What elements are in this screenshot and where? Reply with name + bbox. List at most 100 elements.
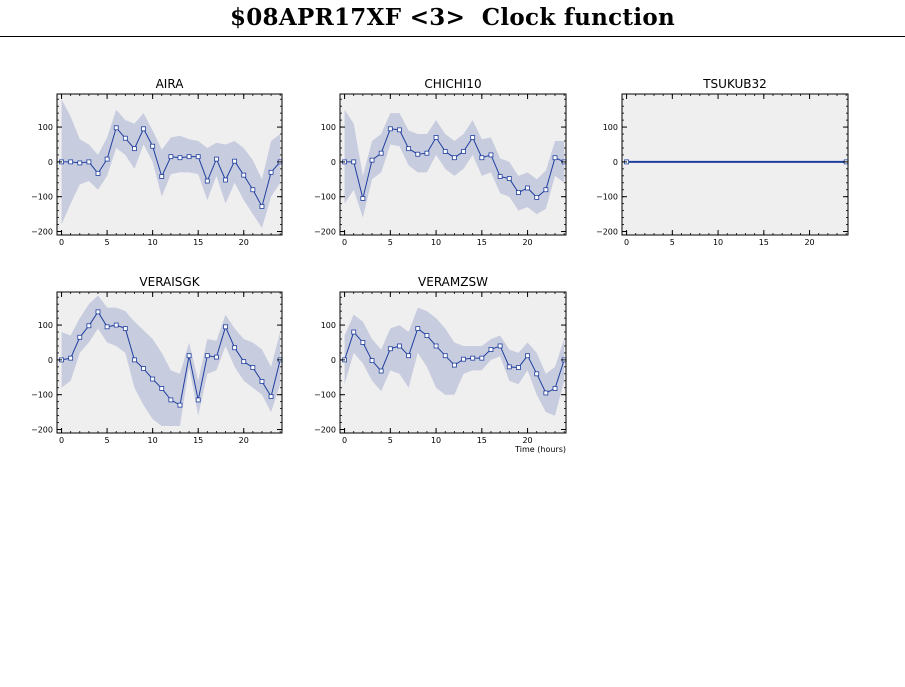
data-point [113, 322, 119, 328]
y-tick-label: 100 [321, 123, 336, 132]
data-point [195, 154, 201, 160]
x-tick-label: 15 [477, 238, 487, 247]
x-tick-label: 10 [431, 238, 441, 247]
data-point [150, 376, 156, 382]
data-point [479, 155, 485, 161]
x-tick-label: 0 [342, 238, 347, 247]
x-tick-label: 5 [388, 436, 393, 445]
data-point [378, 368, 384, 374]
data-point [543, 390, 549, 396]
plot-veraisgk: 0 5 10 15 20 −200 −100 0 100 VERAISGK [31, 275, 283, 445]
y-tick-label: 0 [48, 158, 53, 167]
y-tick-label: −200 [596, 228, 618, 237]
data-point [424, 150, 430, 156]
data-point [506, 176, 512, 182]
data-point [497, 343, 503, 349]
data-point [525, 185, 530, 191]
data-point [406, 353, 412, 359]
data-point [250, 187, 256, 193]
data-point [223, 177, 228, 183]
data-point [378, 150, 384, 156]
data-point [113, 125, 119, 131]
plot-title: VERAMZSW [418, 275, 488, 289]
uncertainty-band [61, 99, 281, 229]
x-tick-label: 5 [105, 238, 110, 247]
x-tick-label: 15 [193, 436, 203, 445]
data-point [488, 347, 494, 352]
uncertainty-band [344, 109, 565, 218]
data-point [95, 309, 101, 315]
data-point [86, 159, 92, 165]
x-tick-label: 10 [713, 238, 723, 247]
y-tick-label: 100 [321, 321, 336, 330]
uncertainty-band [344, 307, 565, 416]
data-point [159, 386, 165, 391]
y-tick-label: −200 [314, 426, 336, 435]
data-point [268, 394, 274, 399]
plot-frame [56, 93, 283, 236]
data-point [232, 158, 238, 164]
x-tick-label: 10 [148, 436, 158, 445]
data-point [470, 135, 476, 140]
x-tick-label: 20 [522, 436, 532, 445]
x-tick-label: 10 [148, 238, 158, 247]
data-point [232, 345, 238, 351]
y-tick-label: 100 [38, 123, 53, 132]
data-point [397, 343, 402, 349]
data-point [95, 170, 101, 176]
data-point [68, 355, 74, 361]
y-tick-label: −100 [31, 193, 53, 202]
data-point [241, 359, 247, 365]
x-tick-label: 15 [193, 238, 203, 247]
data-point [186, 353, 192, 359]
plot-veramzsw: 0 5 10 15 20 −200 −100 0 100 VERAMZSW Time (hours) [314, 275, 567, 454]
data-point [214, 156, 219, 162]
data-point [442, 353, 448, 359]
data-point [223, 324, 228, 330]
y-tick-label: 0 [331, 158, 336, 167]
x-tick-label: 20 [804, 238, 814, 247]
data-point [552, 155, 558, 161]
y-tick-label: −100 [314, 193, 336, 202]
data-point [77, 160, 83, 166]
data-point [406, 146, 412, 152]
x-tick-label: 20 [522, 238, 532, 247]
data-point [488, 152, 494, 158]
plot-title: AIRA [156, 77, 185, 91]
x-tick-label: 20 [239, 436, 249, 445]
y-tick-label: −200 [31, 426, 53, 435]
plot-frame [339, 291, 567, 434]
data-point [177, 402, 183, 408]
data-point [268, 169, 274, 175]
x-tick-label: 5 [105, 436, 110, 445]
data-point [442, 149, 448, 154]
x-tick-label: 0 [59, 436, 64, 445]
data-point [360, 196, 366, 201]
data-point [241, 172, 247, 178]
data-point [433, 135, 439, 140]
data-point [259, 379, 265, 384]
data-point [214, 354, 219, 360]
y-tick-label: −100 [596, 193, 618, 202]
data-point [397, 127, 402, 133]
data-point [132, 146, 137, 152]
data-point [132, 357, 137, 363]
data-point [68, 159, 74, 165]
data-point [104, 156, 110, 162]
data-point [461, 356, 466, 362]
data-point [186, 154, 192, 160]
x-tick-label: 10 [431, 436, 441, 445]
data-point [195, 397, 201, 403]
x-tick-label: 20 [239, 238, 249, 247]
data-point [461, 149, 466, 154]
x-tick-label: 0 [624, 238, 629, 247]
data-point [451, 362, 457, 368]
data-point [479, 355, 485, 361]
plot-aira: 0 5 10 15 20 −200 −100 0 100 AIRA [31, 77, 283, 247]
data-point [141, 126, 146, 132]
data-point [534, 371, 540, 377]
y-tick-label: −200 [314, 228, 336, 237]
data-point [141, 366, 146, 371]
data-point [525, 353, 530, 359]
